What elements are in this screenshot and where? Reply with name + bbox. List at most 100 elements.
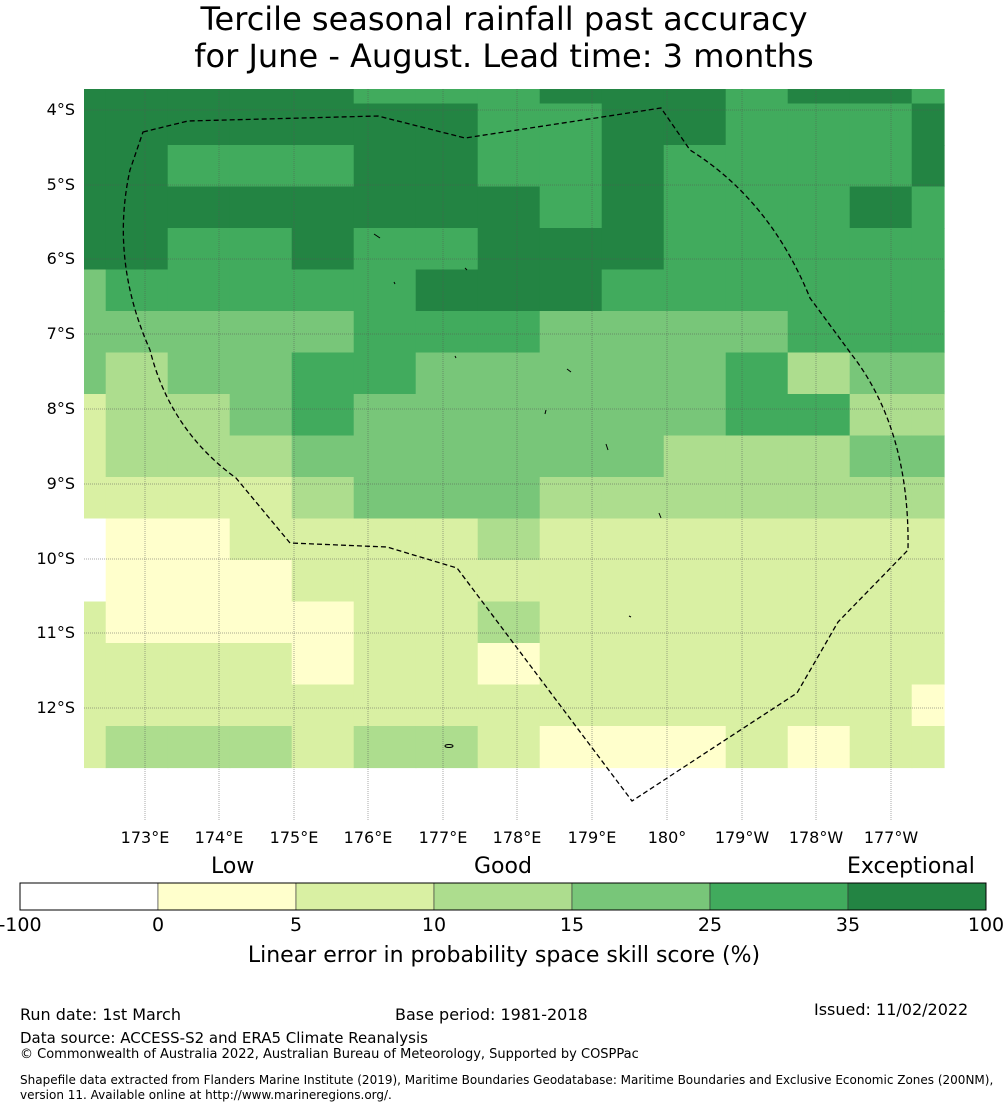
heatmap-cell xyxy=(912,89,945,104)
heatmap-cell xyxy=(912,560,945,602)
heatmap-cell xyxy=(106,89,169,104)
heatmap-cell xyxy=(416,602,479,644)
heatmap-cell xyxy=(788,726,851,768)
heatmap-cell xyxy=(230,311,293,353)
heatmap-cell xyxy=(726,145,789,187)
heatmap-cell xyxy=(602,602,665,644)
category-exceptional-label: Exceptional xyxy=(847,854,975,879)
heatmap-cell xyxy=(84,311,106,353)
heatmap-cell xyxy=(850,602,913,644)
heatmap-cell xyxy=(106,311,169,353)
heatmap-cell xyxy=(788,643,851,685)
heatmap-cell xyxy=(602,643,665,685)
heatmap-cell xyxy=(788,270,851,312)
colorbar-tick-label: 15 xyxy=(532,914,612,936)
heatmap-cell xyxy=(416,353,479,395)
heatmap-cell xyxy=(664,643,727,685)
heatmap-cell xyxy=(84,353,106,395)
heatmap-cell xyxy=(478,311,541,353)
lat-label: 7°S xyxy=(18,324,75,343)
heatmap-cell xyxy=(168,353,231,395)
heatmap-cell xyxy=(664,394,727,436)
heatmap-cell xyxy=(540,477,603,519)
copyright: © Commonwealth of Australia 2022, Austra… xyxy=(20,1047,639,1062)
heatmap-cell xyxy=(478,477,541,519)
heatmap-cell xyxy=(726,726,789,768)
heatmap-cell xyxy=(726,560,789,602)
heatmap-cell xyxy=(84,726,106,768)
heatmap-cell xyxy=(416,436,479,478)
heatmap-cell xyxy=(850,228,913,270)
heatmap-cell xyxy=(912,145,945,187)
heatmap-cell xyxy=(168,602,231,644)
heatmap-cell xyxy=(602,685,665,727)
heatmap-cell xyxy=(106,643,169,685)
heatmap-cell xyxy=(478,228,541,270)
heatmap-cell xyxy=(788,560,851,602)
heatmap-cell xyxy=(664,187,727,229)
heatmap-cell xyxy=(726,477,789,519)
heatmap-cell xyxy=(664,726,727,768)
heatmap-cell xyxy=(292,89,355,104)
heatmap-cell xyxy=(726,394,789,436)
heatmap-cell xyxy=(168,519,231,561)
heatmap-cell xyxy=(664,145,727,187)
heatmap-cell xyxy=(478,560,541,602)
heatmap-cell xyxy=(912,643,945,685)
heatmap-cell xyxy=(230,560,293,602)
heatmap-cell xyxy=(726,353,789,395)
heatmap-cell xyxy=(292,145,355,187)
heatmap-cell xyxy=(788,353,851,395)
heatmap-cell xyxy=(478,89,541,104)
heatmap-cell xyxy=(602,145,665,187)
category-low-label: Low xyxy=(211,854,254,879)
heatmap-cell xyxy=(106,394,169,436)
heatmap-cell xyxy=(540,89,603,104)
heatmap-cell xyxy=(726,643,789,685)
issued-date: Issued: 11/02/2022 xyxy=(814,1000,968,1019)
heatmap-cell xyxy=(354,602,417,644)
heatmap-cell xyxy=(168,436,231,478)
colorbar-tick-label: 0 xyxy=(118,914,198,936)
heatmap-cell xyxy=(478,394,541,436)
heatmap-cell xyxy=(912,602,945,644)
heatmap-cell xyxy=(84,685,106,727)
heatmap-cell xyxy=(84,394,106,436)
heatmap-cell xyxy=(540,270,603,312)
heatmap-cell xyxy=(354,228,417,270)
heatmap-cell xyxy=(788,519,851,561)
heatmap-cell xyxy=(850,477,913,519)
heatmap-cell xyxy=(478,353,541,395)
heatmap-cell xyxy=(726,436,789,478)
heatmap-cell xyxy=(788,477,851,519)
heatmap-cell xyxy=(602,519,665,561)
heatmap-cell xyxy=(168,560,231,602)
heatmap-cell xyxy=(478,519,541,561)
heatmap-cell xyxy=(850,726,913,768)
heatmap-cell xyxy=(540,394,603,436)
heatmap-cell xyxy=(292,519,355,561)
heatmap-cell xyxy=(84,436,106,478)
heatmap-cell xyxy=(84,145,106,187)
heatmap-cell xyxy=(664,89,727,104)
heatmap-cell xyxy=(416,477,479,519)
heatmap-cell xyxy=(416,560,479,602)
heatmap-cell xyxy=(354,477,417,519)
heatmap-cell xyxy=(726,89,789,104)
colorbar-tick-label: 25 xyxy=(670,914,750,936)
heatmap-cell xyxy=(912,187,945,229)
heatmap-cell xyxy=(84,270,106,312)
heatmap-cell xyxy=(168,726,231,768)
heatmap-cell xyxy=(540,228,603,270)
heatmap-cell xyxy=(788,89,851,104)
heatmap-cell xyxy=(416,643,479,685)
lat-label: 4°S xyxy=(18,100,75,119)
heatmap-cell xyxy=(354,187,417,229)
colorbar-segment xyxy=(572,883,710,910)
skill-heatmap xyxy=(84,89,945,768)
heatmap-cell xyxy=(726,270,789,312)
heatmap-cell xyxy=(354,311,417,353)
heatmap-cell xyxy=(912,311,945,353)
heatmap-cell xyxy=(788,602,851,644)
lat-label: 9°S xyxy=(18,474,75,493)
